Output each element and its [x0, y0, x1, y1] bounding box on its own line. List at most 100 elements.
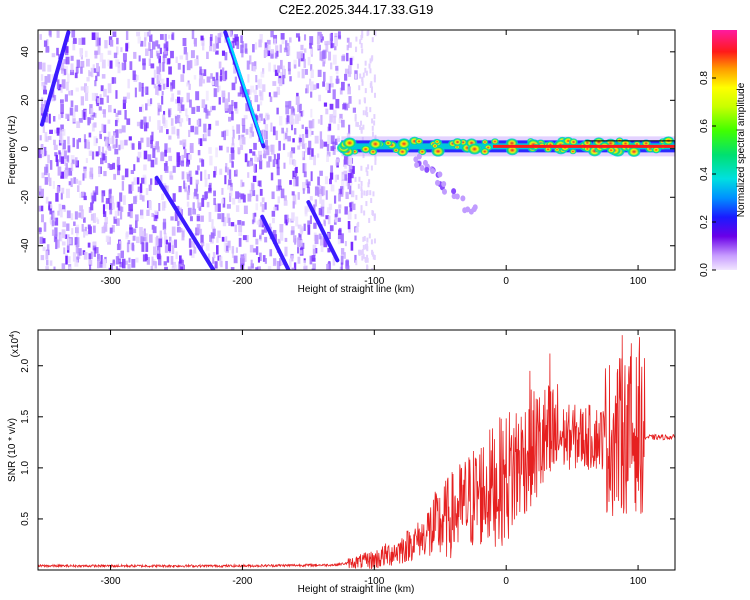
- noise-speckle: [191, 249, 195, 258]
- noise-speckle: [88, 150, 93, 156]
- noise-speckle: [326, 263, 330, 270]
- noise-speckle: [78, 138, 82, 143]
- noise-speckle: [374, 159, 377, 165]
- noise-speckle: [289, 76, 292, 82]
- noise-speckle: [126, 92, 131, 99]
- noise-speckle: [44, 177, 49, 185]
- noise-speckle: [347, 102, 350, 109]
- noise-speckle: [237, 195, 242, 203]
- noise-speckle: [185, 108, 188, 117]
- noise-speckle: [116, 243, 121, 251]
- noise-speckle: [373, 77, 376, 83]
- noise-speckle: [231, 246, 235, 254]
- noise-speckle: [364, 88, 367, 94]
- spectral-streak: [39, 30, 71, 127]
- noise-speckle: [182, 64, 185, 74]
- noise-speckle: [55, 154, 58, 162]
- noise-speckle: [196, 193, 199, 200]
- noise-speckle: [222, 216, 227, 227]
- noise-speckle: [181, 171, 185, 180]
- noise-speckle: [311, 148, 314, 157]
- noise-speckle: [152, 246, 157, 256]
- noise-speckle: [61, 79, 66, 89]
- noise-speckle: [354, 235, 357, 241]
- noise-speckle: [171, 93, 175, 101]
- noise-speckle: [332, 147, 336, 155]
- noise-speckle: [47, 74, 51, 83]
- noise-speckle: [54, 217, 59, 226]
- noise-speckle: [270, 49, 274, 55]
- noise-speckle: [64, 150, 67, 159]
- noise-speckle: [82, 173, 85, 181]
- noise-speckle: [237, 220, 242, 225]
- noise-speckle: [61, 229, 66, 239]
- noise-speckle: [346, 37, 350, 43]
- noise-speckle: [127, 78, 130, 89]
- noise-speckle: [269, 249, 273, 257]
- noise-speckle: [240, 145, 244, 150]
- noise-speckle: [173, 264, 178, 270]
- noise-speckle: [88, 259, 93, 266]
- noise-speckle: [119, 128, 122, 134]
- noise-speckle: [228, 116, 232, 122]
- noise-speckle: [83, 168, 87, 179]
- noise-speckle: [170, 216, 174, 221]
- noise-speckle: [364, 67, 367, 73]
- noise-speckle: [209, 155, 213, 166]
- noise-speckle: [72, 252, 76, 262]
- noise-speckle: [191, 241, 195, 248]
- noise-speckle: [136, 121, 140, 127]
- noise-speckle: [54, 227, 58, 237]
- noise-speckle: [54, 129, 58, 134]
- noise-speckle: [46, 39, 49, 49]
- noise-speckle: [299, 238, 303, 247]
- noise-speckle: [127, 240, 131, 245]
- noise-speckle: [335, 67, 339, 75]
- noise-speckle: [292, 194, 297, 205]
- spectrogram-x-label: Height of straight line (km): [298, 284, 415, 295]
- noise-speckle: [240, 35, 243, 44]
- noise-speckle: [91, 195, 95, 204]
- noise-speckle: [188, 170, 192, 177]
- noise-speckle: [225, 129, 229, 137]
- noise-speckle: [250, 182, 255, 191]
- noise-speckle: [277, 196, 280, 204]
- noise-speckle: [103, 222, 108, 232]
- noise-speckle: [346, 132, 351, 140]
- noise-speckle: [137, 151, 142, 158]
- noise-speckle: [349, 185, 352, 195]
- noise-speckle: [158, 74, 162, 81]
- noise-speckle: [259, 91, 264, 101]
- noise-speckle: [189, 176, 193, 185]
- noise-speckle: [207, 253, 211, 261]
- noise-speckle: [189, 60, 193, 69]
- noise-speckle: [349, 181, 353, 186]
- noise-speckle: [174, 239, 178, 248]
- noise-speckle: [329, 114, 333, 123]
- noise-speckle: [160, 174, 163, 185]
- noise-speckle: [81, 190, 86, 197]
- noise-speckle: [233, 64, 237, 74]
- noise-speckle: [188, 238, 192, 248]
- noise-speckle: [83, 251, 88, 260]
- tail-dot: [416, 153, 422, 160]
- noise-speckle: [180, 259, 184, 268]
- carrier-blob: [627, 146, 641, 157]
- noise-speckle: [199, 158, 203, 163]
- noise-speckle: [162, 83, 166, 90]
- noise-speckle: [313, 222, 317, 229]
- noise-speckle: [225, 236, 228, 242]
- noise-speckle: [335, 159, 340, 166]
- noise-speckle: [177, 221, 180, 227]
- noise-speckle: [58, 150, 61, 155]
- noise-speckle: [259, 252, 262, 262]
- spectral-streak: [306, 200, 340, 263]
- noise-speckle: [373, 74, 376, 80]
- noise-speckle: [147, 154, 152, 162]
- noise-speckle: [80, 66, 83, 74]
- noise-speckle: [131, 181, 134, 192]
- noise-speckle: [226, 31, 230, 36]
- noise-speckle: [259, 202, 263, 207]
- noise-speckle: [84, 231, 89, 236]
- noise-speckle: [370, 165, 373, 171]
